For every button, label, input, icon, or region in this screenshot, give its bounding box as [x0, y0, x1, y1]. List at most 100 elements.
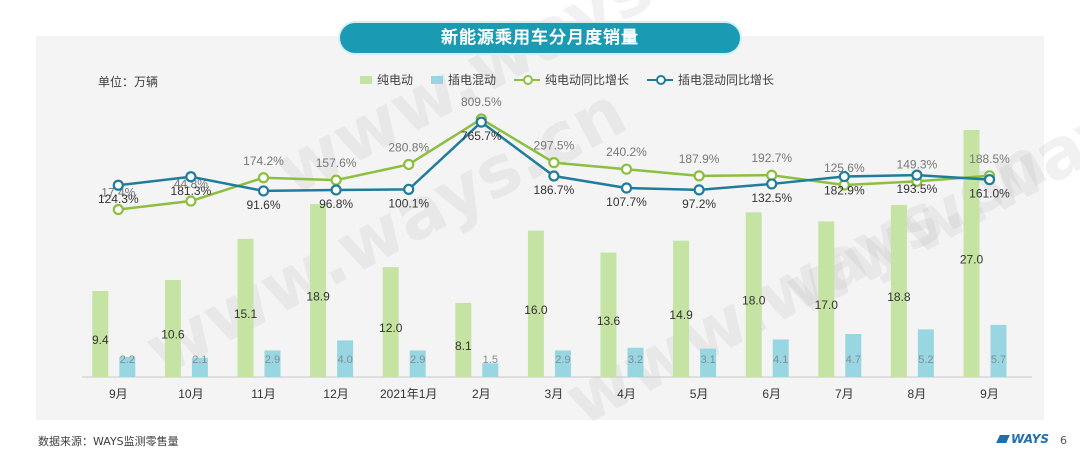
- bar-phev: [700, 348, 717, 377]
- bar-phev: [845, 333, 862, 377]
- data-label-phev: 4.1: [773, 354, 788, 366]
- bar-bev: [92, 290, 109, 377]
- bev-growth-point: [330, 174, 342, 186]
- bev-growth-data-label: 192.7%: [751, 151, 792, 165]
- data-label-bev: 15.1: [234, 307, 258, 321]
- bev-growth-data-label: 157.6%: [316, 156, 357, 170]
- bar-phev: [409, 350, 426, 377]
- data-label-bev: 27.0: [960, 252, 984, 266]
- data-label-phev: 4.0: [337, 354, 352, 366]
- phev-growth-data-label: 161.0%: [969, 187, 1010, 201]
- data-label-bev: 13.6: [597, 314, 621, 328]
- bar-phev: [990, 324, 1007, 377]
- bar-bev: [600, 252, 617, 377]
- bar-bev: [673, 240, 690, 377]
- data-label-bev: 18.9: [306, 290, 330, 304]
- x-tick-label: 5月: [690, 387, 709, 401]
- phev-growth-point: [330, 184, 342, 196]
- x-tick-label: 9月: [980, 387, 999, 401]
- x-tick-label: 2021年1月: [380, 387, 437, 401]
- bev-growth-data-label: 297.5%: [534, 139, 575, 153]
- phev-growth-data-label: 97.2%: [682, 197, 716, 211]
- phev-growth-data-label: 186.7%: [534, 183, 575, 197]
- legend: 纯电动 插电混动 纯电动同比增长 插电混动同比增长: [360, 71, 774, 88]
- bar-bev: [237, 238, 254, 377]
- legend-item-bev-growth: 纯电动同比增长: [514, 71, 629, 88]
- bev-growth-data-label: 149.3%: [897, 157, 938, 171]
- bar-phev: [772, 339, 789, 377]
- data-label-bev: 10.6: [161, 328, 185, 342]
- x-tick-label: 10月: [178, 387, 203, 401]
- bev-growth-data-label: 280.8%: [388, 140, 429, 154]
- bev-growth-data-label: 188.5%: [969, 152, 1010, 166]
- phev-growth-point: [185, 171, 197, 183]
- data-label-phev: 4.7: [846, 354, 861, 366]
- phev-growth-point: [112, 179, 124, 191]
- ways-logo: WAYS: [996, 432, 1050, 446]
- ways-logo-text: WAYS: [1011, 432, 1050, 446]
- bar-phev: [627, 347, 644, 377]
- data-label-phev: 3.2: [628, 354, 643, 366]
- data-label-phev: 3.1: [700, 354, 715, 366]
- bar-bev: [310, 204, 327, 377]
- bev-growth-point: [548, 157, 560, 169]
- x-tick-label: 3月: [545, 387, 564, 401]
- phev-growth-data-label: 132.5%: [751, 191, 792, 205]
- data-label-bev: 9.4: [92, 333, 109, 347]
- legend-line-bev-growth: [514, 74, 541, 85]
- x-tick-label: 2月: [472, 387, 491, 401]
- unit-label: 单位：万辆: [98, 75, 159, 89]
- data-label-bev: 17.0: [815, 298, 839, 312]
- x-tick-label: 12月: [323, 387, 348, 401]
- bev-growth-point: [257, 172, 270, 184]
- x-tick-label: 8月: [908, 387, 927, 401]
- x-tick-label: 6月: [762, 387, 781, 401]
- phev-growth-data-label: 124.3%: [98, 192, 139, 206]
- bev-growth-data-label: 44.8%: [174, 177, 208, 191]
- phev-growth-point: [983, 174, 996, 186]
- data-label-phev: 2.9: [555, 354, 570, 366]
- data-label-phev: 2.2: [120, 354, 135, 366]
- legend-item-bev: 纯电动: [360, 71, 413, 88]
- bar-bev: [745, 212, 762, 377]
- chart-title: 新能源乘用车分月度销量: [340, 23, 740, 53]
- phev-growth-data-label: 181.3%: [171, 184, 212, 198]
- bar-phev: [191, 357, 208, 377]
- phev-growth-data-label: 193.5%: [897, 182, 938, 196]
- data-label-bev: 12.0: [379, 321, 403, 335]
- phev-growth-point: [911, 169, 923, 181]
- phev-growth-data-label: 765.7%: [461, 129, 502, 143]
- phev-growth-data-label: 182.9%: [824, 184, 865, 198]
- bev-growth-data-label: 125.6%: [824, 161, 865, 175]
- legend-item-phev: 插电混动: [431, 71, 496, 88]
- legend-swatch-phev: [431, 75, 444, 84]
- page-number: 6: [1060, 434, 1067, 447]
- data-label-phev: 2.9: [410, 354, 425, 366]
- phev-growth-data-label: 96.8%: [319, 197, 353, 211]
- bar-phev: [554, 350, 571, 377]
- bar-bev: [818, 221, 835, 377]
- bar-phev: [482, 363, 499, 377]
- phev-growth-point: [620, 182, 633, 194]
- data-label-phev: 2.9: [265, 354, 280, 366]
- phev-growth-point: [693, 184, 705, 196]
- data-label-phev: 1.5: [483, 354, 498, 366]
- data-label-bev: 18.8: [887, 290, 911, 304]
- bev-growth-data-label: 187.9%: [679, 152, 720, 166]
- bev-growth-point: [693, 170, 705, 182]
- bar-bev: [963, 129, 980, 377]
- bar-bev: [382, 267, 399, 377]
- data-source-note: 数据来源：WAYS监测零售量: [38, 435, 179, 448]
- bar-bev: [527, 230, 544, 377]
- data-label-phev: 5.7: [991, 354, 1006, 366]
- bar-bev: [455, 302, 472, 377]
- bev-growth-data-label: 240.2%: [606, 145, 647, 159]
- bev-growth-data-label: 809.5%: [461, 95, 502, 109]
- legend-label-bev: 纯电动: [377, 73, 414, 87]
- data-label-bev: 18.0: [742, 294, 766, 308]
- data-label-bev: 16.0: [524, 303, 548, 317]
- bar-phev: [264, 350, 281, 377]
- data-label-phev: 5.2: [918, 354, 933, 366]
- legend-label-phev: 插电混动: [448, 73, 497, 87]
